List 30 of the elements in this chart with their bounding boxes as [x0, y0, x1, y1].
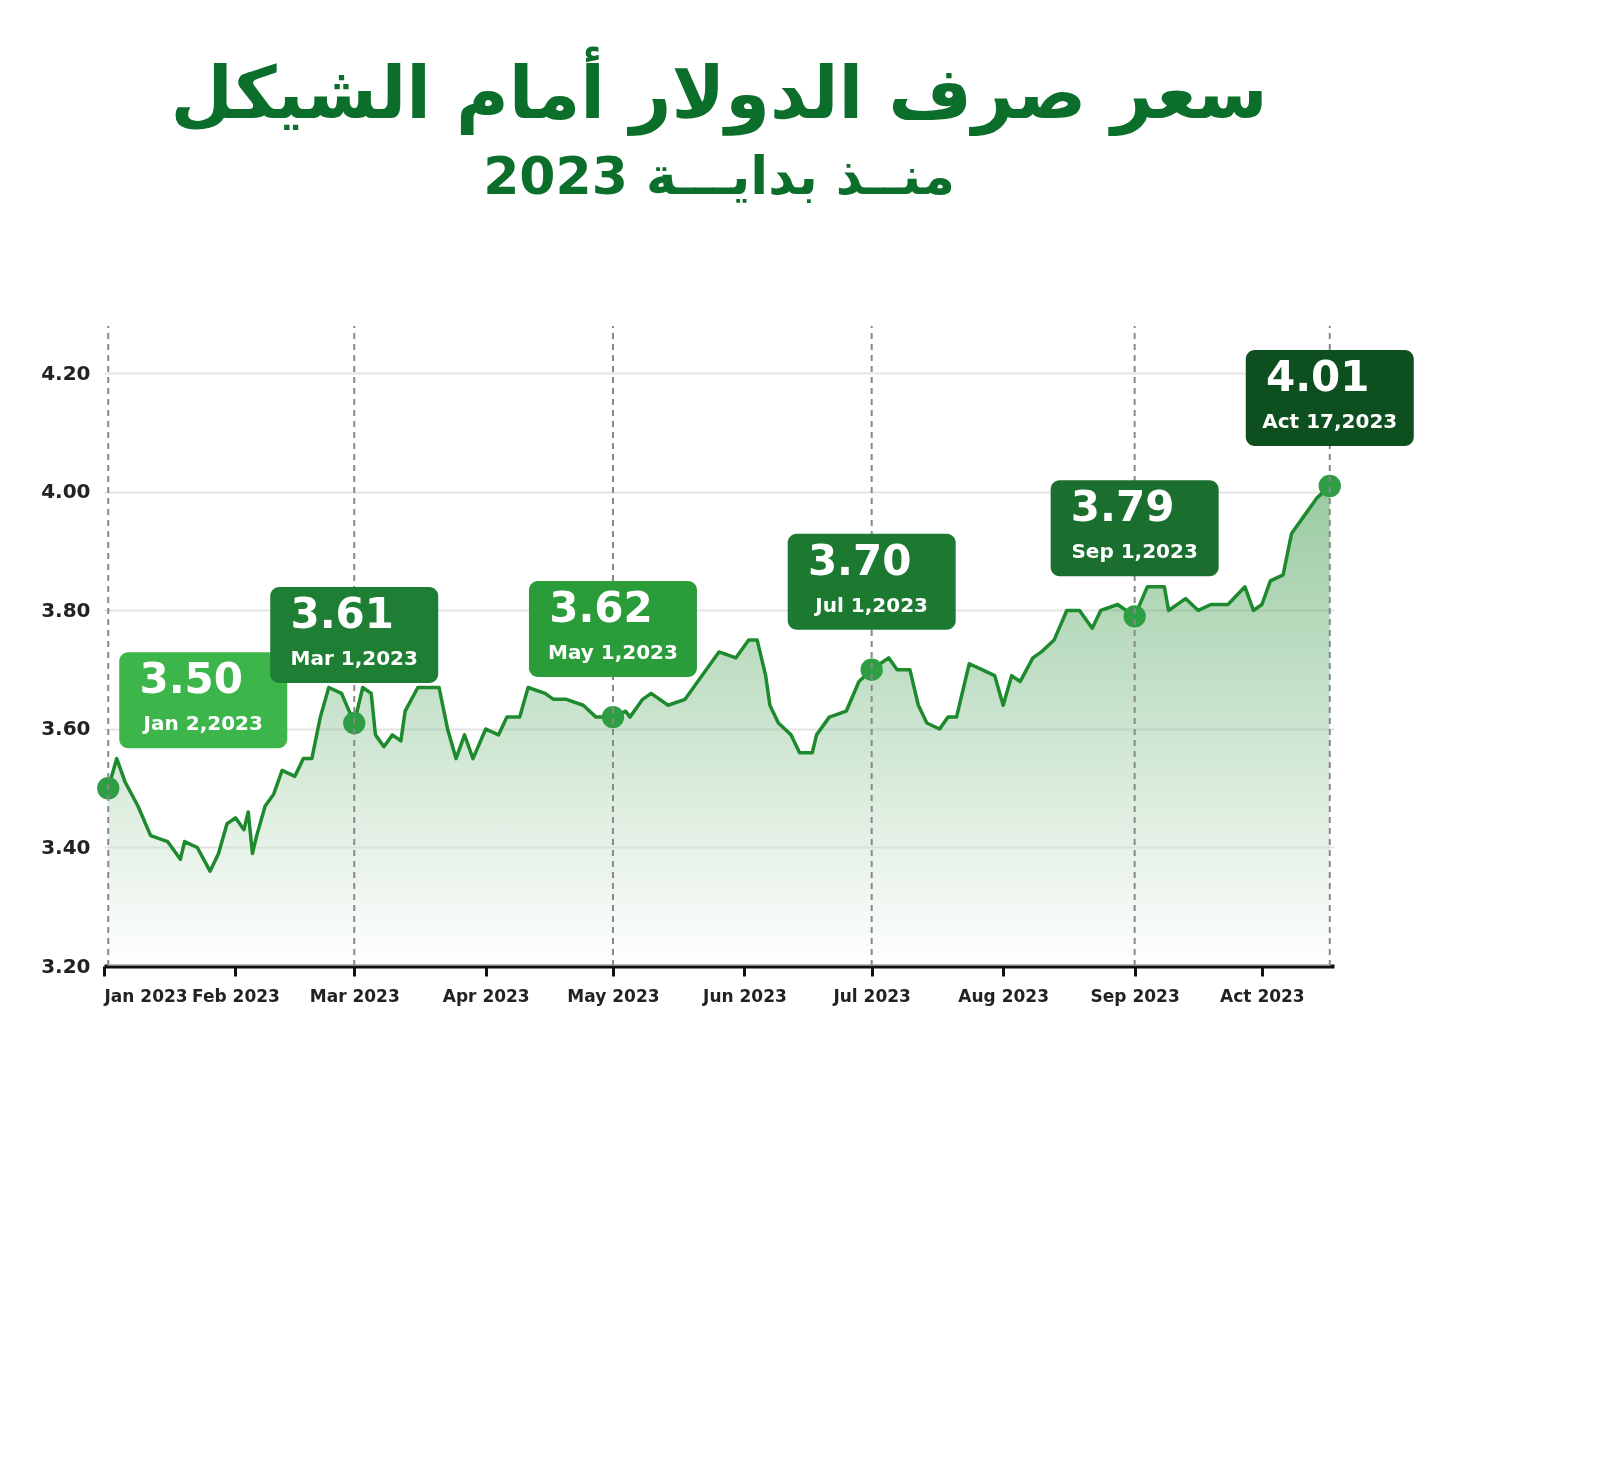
x-tick-label: Sep 2023 — [1090, 985, 1180, 1006]
point — [601, 705, 625, 729]
annotation: 3.70 Jul 1,2023 — [807, 535, 929, 617]
y-tick-label: 3.20 — [41, 953, 91, 978]
x-tick-label: Jun 2023 — [702, 985, 787, 1006]
annotation: 3.79 Sep 1,2023 — [1070, 482, 1198, 564]
point — [860, 658, 883, 681]
x-tick-label: Feb 2023 — [192, 985, 280, 1006]
y-tick-label: 3.80 — [41, 597, 91, 622]
y-tick-label: 4.00 — [41, 479, 91, 504]
annotation: 3.61 Mar 1,2023 — [290, 589, 418, 671]
x-tick-label: May 2023 — [567, 985, 660, 1006]
point — [97, 777, 120, 800]
y-tick-label: 3.40 — [41, 834, 91, 859]
chart-subtitle: منــذ بدايـــة 2023 — [483, 146, 955, 206]
point — [1318, 474, 1341, 498]
x-tick-label: Act 2023 — [1220, 985, 1305, 1006]
x-tick-label: Apr 2023 — [442, 985, 530, 1006]
x-tick-label: Mar 2023 — [309, 985, 400, 1006]
point — [1123, 605, 1146, 628]
x-tick-label: Jul 2023 — [832, 985, 911, 1006]
chart-title: سعر صرف الدولار أمام الشيكل — [170, 46, 1268, 136]
point — [343, 711, 366, 735]
x-tick-label: Jan 2023 — [103, 985, 188, 1006]
y-tick-label: 3.60 — [41, 716, 91, 741]
annotation: 3.62 May 1,2023 — [547, 583, 678, 665]
annotation: 4.01 Act 17,2023 — [1262, 352, 1398, 433]
y-tick-label: 4.20 — [41, 360, 91, 385]
annotation: 3.50 Jan 2,2023 — [139, 654, 263, 736]
x-tick-label: Aug 2023 — [958, 985, 1050, 1006]
